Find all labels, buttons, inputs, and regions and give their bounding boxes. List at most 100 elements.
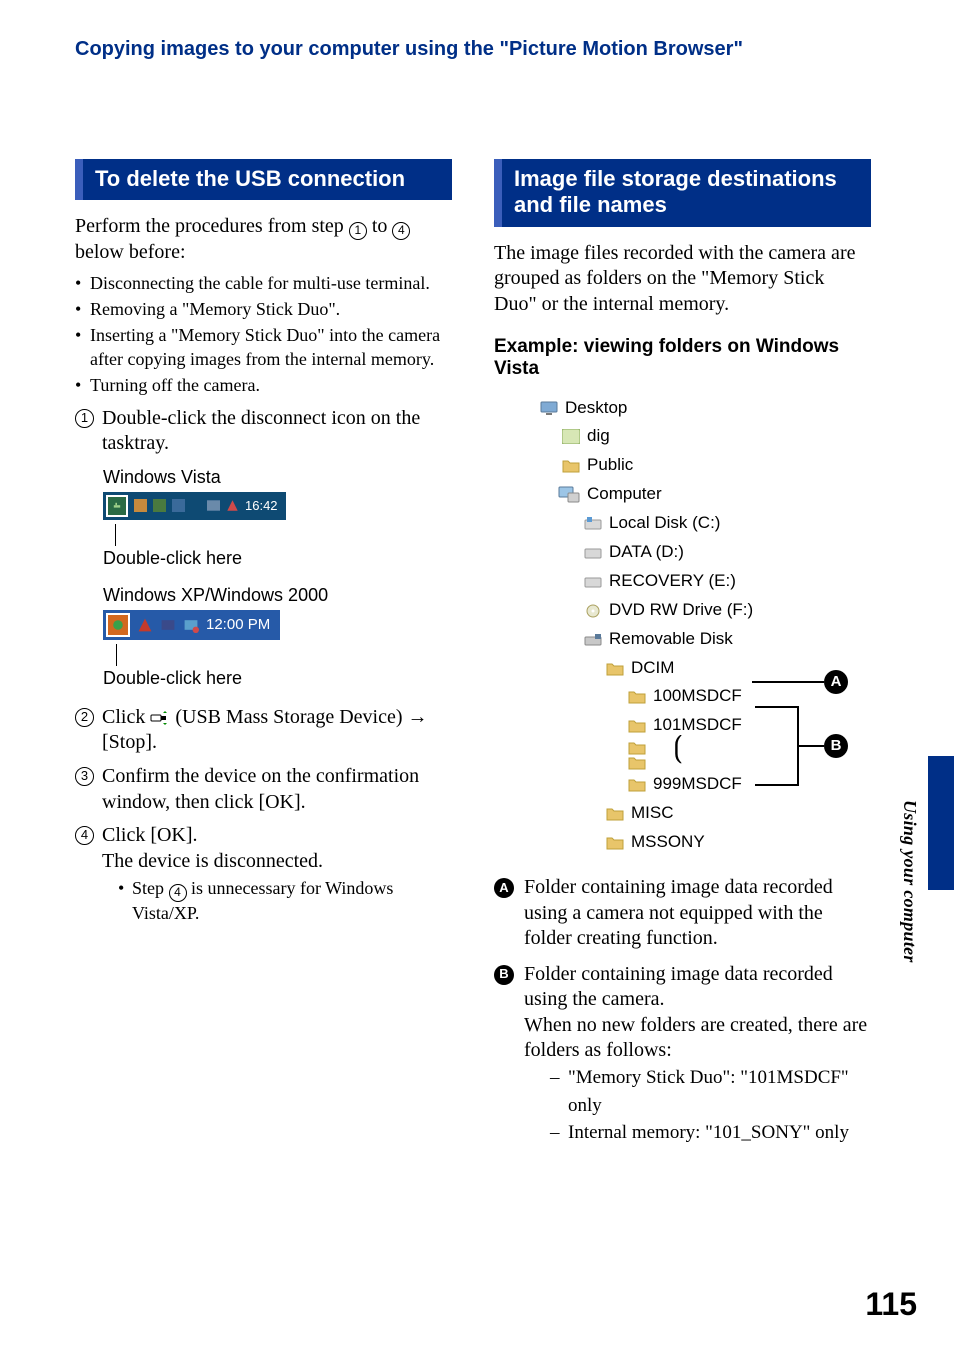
- xp-tasktray: 12:00 PM: [103, 610, 452, 640]
- folder-icon: [606, 835, 624, 850]
- vista-label: Windows Vista: [103, 467, 452, 488]
- user-icon: [562, 429, 580, 444]
- right-column: Image file storage destinations and file…: [494, 159, 871, 1157]
- tree-public: Public: [587, 451, 633, 480]
- step-4-b: The device is disconnected.: [102, 849, 452, 875]
- bullet-icon: •: [118, 877, 124, 900]
- folder-icon: [628, 689, 646, 704]
- bracket-icon: [755, 706, 799, 786]
- folder-icon: [628, 755, 646, 770]
- step-3: 3 Confirm the device on the confirmation…: [75, 764, 452, 815]
- tree-removable: Removable Disk: [609, 625, 733, 654]
- tray-icon: [172, 499, 185, 512]
- section-tab: [928, 756, 954, 890]
- tray-icon: [207, 499, 220, 512]
- intro-post: below before:: [75, 241, 186, 263]
- step-2: 2 Click (USB Mass Storage Device) → [Sto…: [75, 705, 452, 756]
- step-4-note-pre: Step: [132, 878, 169, 898]
- tree-mssony: MSSONY: [631, 828, 705, 857]
- tray-icon: [183, 617, 199, 633]
- storage-intro: The image files recorded with the camera…: [494, 241, 871, 318]
- dvd-icon: [584, 603, 602, 618]
- desc-b-text-1: Folder containing image data recorded us…: [524, 962, 871, 1013]
- desc-b-text-2: When no new folders are created, there a…: [524, 1013, 871, 1064]
- circled-4-inline: 4: [392, 222, 410, 240]
- step-4-note-post: is unnecessary for Windows Vista/XP.: [132, 878, 393, 923]
- badge-a: A: [824, 670, 848, 694]
- tray-icon: [160, 617, 176, 633]
- vista-tasktray: 16:42: [103, 492, 452, 520]
- desc-a: A Folder containing image data recorded …: [494, 875, 871, 952]
- step-3-text: Confirm the device on the confirmation w…: [102, 764, 452, 815]
- example-subheading: Example: viewing folders on Windows Vist…: [494, 336, 871, 380]
- step-4-a: Click [OK].: [102, 823, 452, 849]
- vista-clock: 16:42: [245, 498, 278, 513]
- intro-mid: to: [367, 215, 393, 237]
- disk-icon: [584, 545, 602, 560]
- folder-tree: A B Desktop dig Public Computer Local Di…: [540, 394, 871, 857]
- callout-line: [116, 644, 117, 666]
- folder-icon: [628, 740, 646, 755]
- step-1-text: Double-click the disconnect icon on the …: [102, 406, 452, 457]
- intro-pre: Perform the procedures from step: [75, 215, 349, 237]
- left-column: To delete the USB connection Perform the…: [75, 159, 452, 1157]
- list-item: Disconnecting the cable for multi-use te…: [75, 272, 452, 295]
- disk-icon: [584, 574, 602, 589]
- callout-line: [752, 681, 824, 683]
- removable-disk-icon: [584, 632, 602, 647]
- tree-f: DVD RW Drive (F:): [609, 596, 753, 625]
- step-number-1: 1: [75, 409, 94, 428]
- step-2-pre: Click: [102, 706, 150, 728]
- tree-computer: Computer: [587, 480, 662, 509]
- disconnect-icon: [106, 613, 130, 637]
- ellipsis: ⟮: [673, 740, 683, 755]
- badge-b-inline: B: [494, 965, 514, 985]
- section-label: Using your computer: [899, 800, 920, 963]
- desc-b: B Folder containing image data recorded …: [494, 962, 871, 1147]
- tray-icon: [137, 617, 153, 633]
- intro-text: Perform the procedures from step 1 to 4 …: [75, 214, 452, 265]
- step-number-2: 2: [75, 708, 94, 727]
- badge-b: B: [824, 734, 848, 758]
- folder-icon: [562, 458, 580, 473]
- tray-icon: [153, 499, 166, 512]
- tree-999: 999MSDCF: [653, 770, 742, 799]
- dash-item: "Memory Stick Duo": "101MSDCF" only: [568, 1064, 871, 1119]
- callout-line: [799, 745, 824, 747]
- tree-100: 100MSDCF: [653, 682, 742, 711]
- xp-label: Windows XP/Windows 2000: [103, 585, 452, 606]
- tree-101: 101MSDCF: [653, 711, 742, 740]
- xp-clock: 12:00 PM: [206, 616, 270, 633]
- folder-icon: [628, 777, 646, 792]
- list-item: Inserting a "Memory Stick Duo" into the …: [75, 324, 452, 371]
- badge-a-inline: A: [494, 878, 514, 898]
- desktop-icon: [540, 401, 558, 416]
- heading-delete-usb: To delete the USB connection: [75, 159, 452, 200]
- tree-d: DATA (D:): [609, 538, 684, 567]
- tree-e: RECOVERY (E:): [609, 567, 736, 596]
- step-4: 4 Click [OK]. The device is disconnected…: [75, 823, 452, 925]
- page-number: 115: [865, 1286, 917, 1323]
- dash-item: Internal memory: "101_SONY" only: [568, 1119, 871, 1147]
- disconnect-icon: [106, 495, 128, 517]
- tree-dcim: DCIM: [631, 654, 674, 683]
- step-number-3: 3: [75, 767, 94, 786]
- tree-c: Local Disk (C:): [609, 509, 720, 538]
- callout-line: [115, 524, 116, 546]
- desc-a-text: Folder containing image data recorded us…: [524, 875, 871, 952]
- disk-icon: [584, 516, 602, 531]
- folder-icon: [606, 806, 624, 821]
- running-header: Copying images to your computer using th…: [75, 38, 875, 61]
- computer-icon: [558, 486, 580, 503]
- heading-storage: Image file storage destinations and file…: [494, 159, 871, 227]
- tray-icon: [134, 499, 147, 512]
- step-number-4: 4: [75, 826, 94, 845]
- tree-dig: dig: [587, 422, 610, 451]
- folder-icon: [628, 718, 646, 733]
- double-click-caption: Double-click here: [103, 548, 452, 569]
- folder-icon: [606, 661, 624, 676]
- precondition-list: Disconnecting the cable for multi-use te…: [75, 272, 452, 398]
- double-click-caption: Double-click here: [103, 668, 452, 689]
- tree-misc: MISC: [631, 799, 674, 828]
- step-1: 1 Double-click the disconnect icon on th…: [75, 406, 452, 457]
